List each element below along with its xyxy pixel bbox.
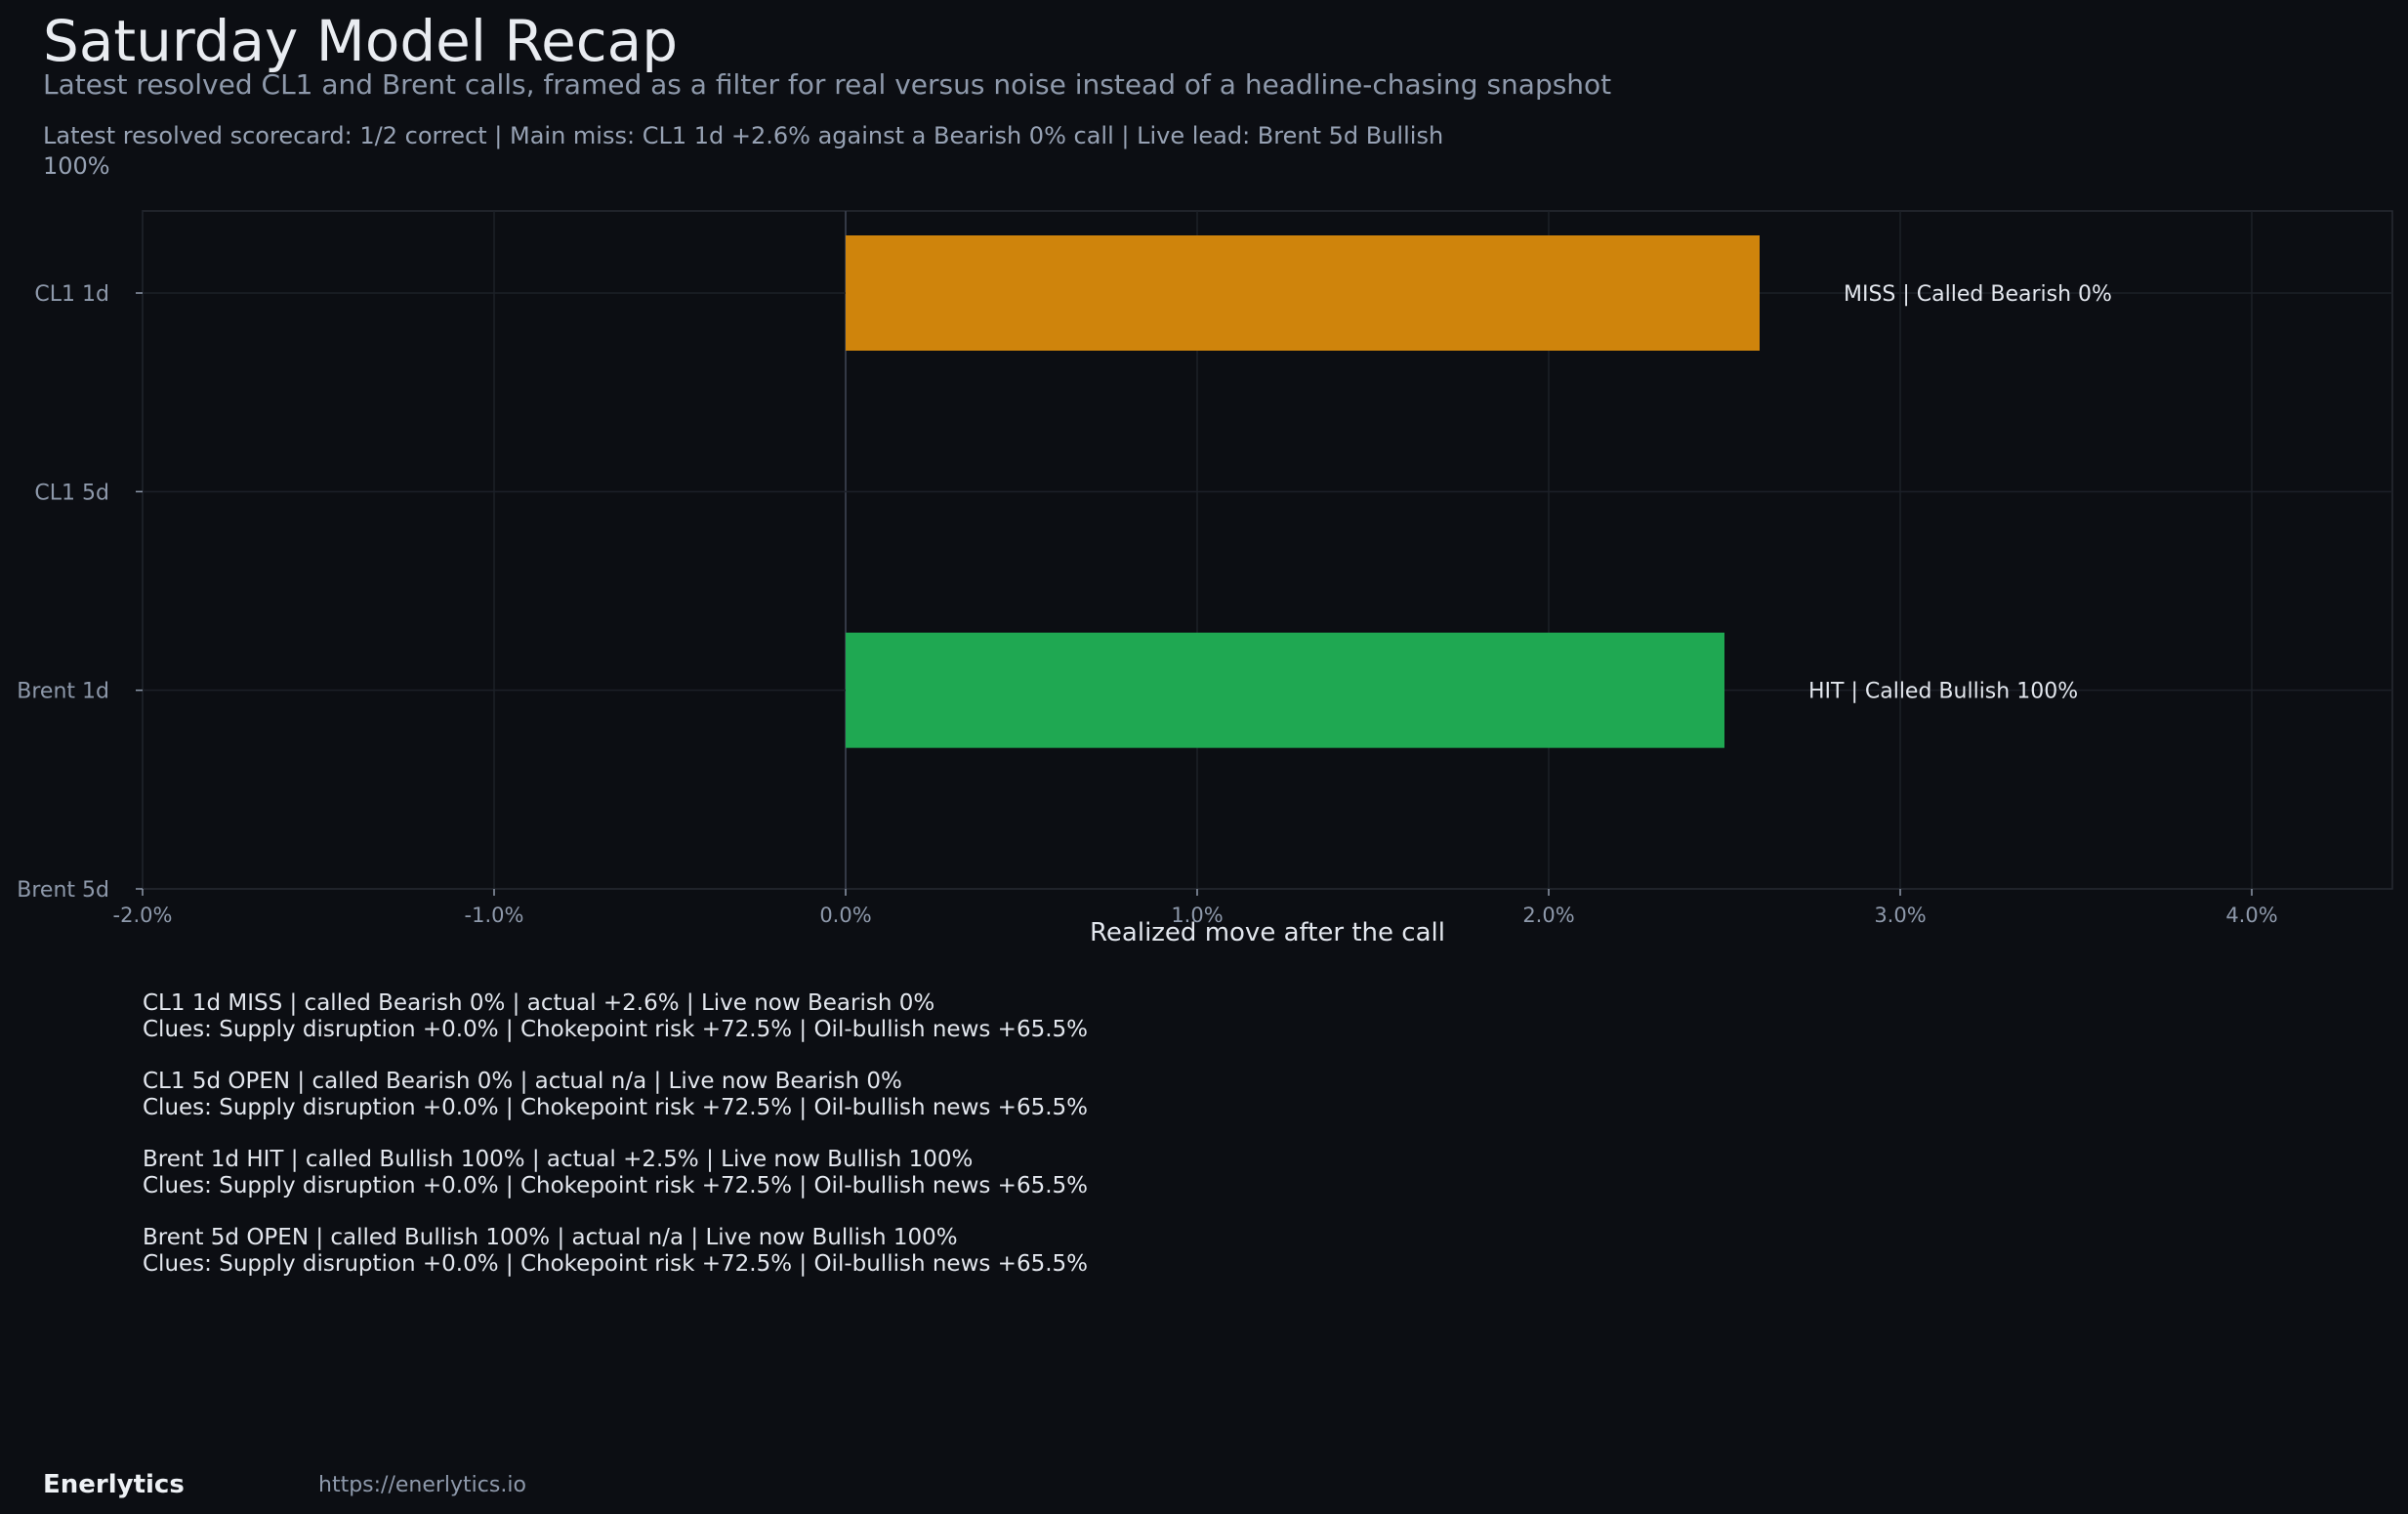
bar — [846, 632, 1724, 748]
y-tick-label: Brent 5d — [17, 878, 109, 903]
x-tick-label: 1.0% — [1171, 904, 1223, 927]
y-tick-label: CL1 5d — [34, 481, 109, 505]
x-tick-label: 0.0% — [819, 904, 871, 927]
x-tick-label: -2.0% — [113, 904, 173, 927]
note-item: CL1 1d MISS | called Bearish 0% | actual… — [143, 990, 1088, 1043]
note-clues: Clues: Supply disruption +0.0% | Chokepo… — [143, 1017, 1089, 1042]
note-summary: CL1 1d MISS | called Bearish 0% | actual… — [143, 990, 935, 1016]
note-summary: CL1 5d OPEN | called Bearish 0% | actual… — [143, 1069, 902, 1094]
bar-chart: MISS | Called Bearish 0% HIT | Called Bul… — [17, 210, 2393, 947]
call-notes: CL1 1d MISS | called Bearish 0% | actual… — [143, 990, 1088, 1303]
footer-brand: Enerlytics — [43, 1470, 185, 1499]
bar-label: HIT | Called Bullish 100% — [1808, 680, 2078, 704]
note-item: Brent 1d HIT | called Bullish 100% | act… — [143, 1147, 1088, 1199]
y-tick-label: Brent 1d — [17, 680, 109, 704]
note-summary: Brent 5d OPEN | called Bullish 100% | ac… — [143, 1225, 958, 1250]
y-tick-label: CL1 1d — [34, 282, 109, 307]
bar-label: MISS | Called Bearish 0% — [1844, 282, 2112, 307]
x-tick-label: 2.0% — [1522, 904, 1574, 927]
note-summary: Brent 1d HIT | called Bullish 100% | act… — [143, 1147, 974, 1172]
note-clues: Clues: Supply disruption +0.0% | Chokepo… — [143, 1173, 1089, 1199]
x-tick-label: 3.0% — [1874, 904, 1926, 927]
x-tick-label: 4.0% — [2225, 904, 2277, 927]
page-subtitle: Latest resolved CL1 and Brent calls, fra… — [43, 68, 1612, 101]
x-axis-label: Realized move after the call — [1090, 918, 1445, 947]
scorecard-summary: Latest resolved scorecard: 1/2 correct |… — [43, 122, 1444, 180]
chart-bars: MISS | Called Bearish 0% HIT | Called Bul… — [846, 235, 2112, 748]
note-clues: Clues: Supply disruption +0.0% | Chokepo… — [143, 1251, 1089, 1277]
chart-axes: CL1 1d CL1 5d Brent 1d Brent 5d-2.0% -1.0% 0.… — [17, 282, 2277, 947]
footer-url[interactable]: https://enerlytics.io — [318, 1473, 526, 1497]
note-item: CL1 5d OPEN | called Bearish 0% | actual… — [143, 1069, 1088, 1121]
bar — [846, 235, 1760, 351]
note-item: Brent 5d OPEN | called Bullish 100% | ac… — [143, 1225, 1088, 1278]
page-title: Saturday Model Recap — [43, 8, 679, 74]
note-clues: Clues: Supply disruption +0.0% | Chokepo… — [143, 1095, 1089, 1120]
x-tick-label: -1.0% — [465, 904, 524, 927]
